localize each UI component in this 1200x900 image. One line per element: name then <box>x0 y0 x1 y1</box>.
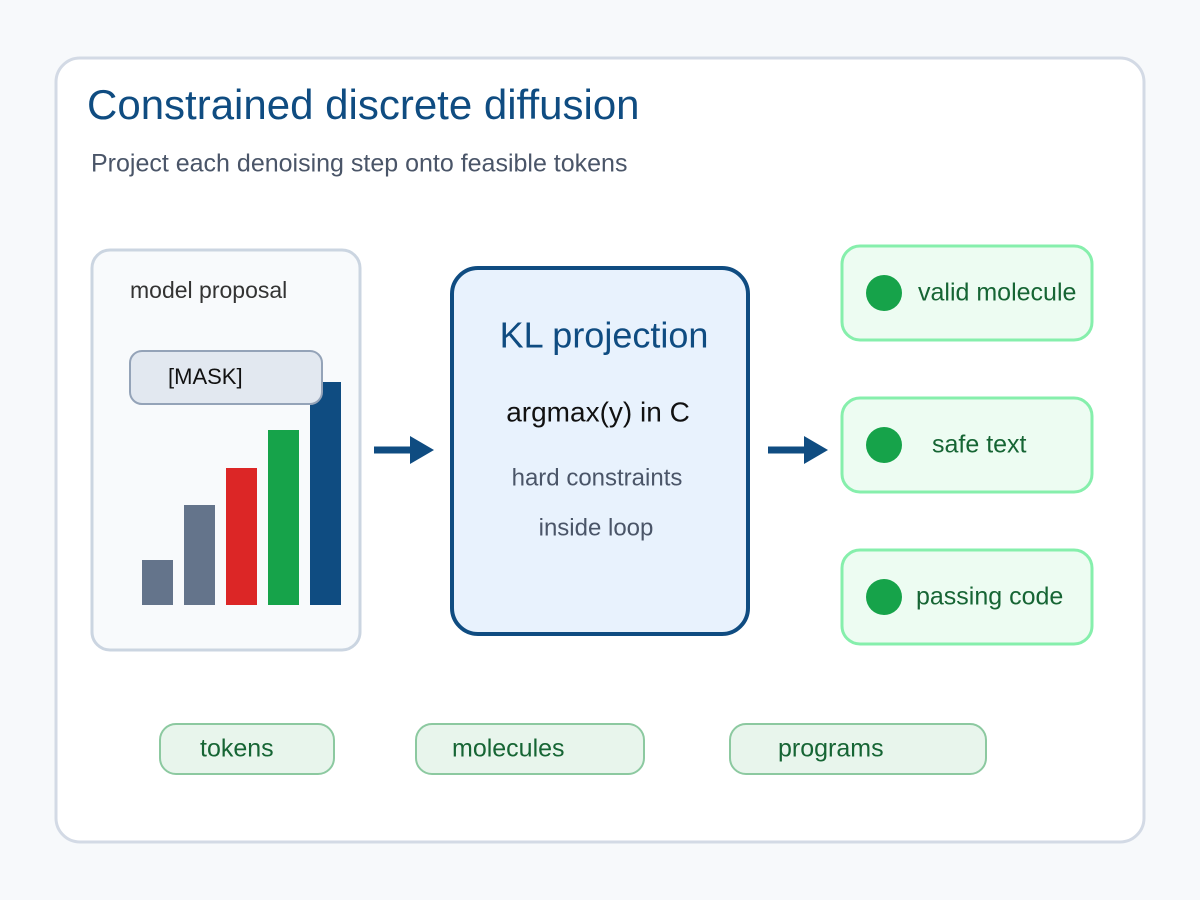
bar <box>142 560 173 605</box>
arrow <box>374 436 434 464</box>
mask-token <box>129 350 323 405</box>
projection-box <box>450 266 750 636</box>
projection-note: hard constraints <box>512 464 683 491</box>
output-dot <box>866 427 902 463</box>
output-label: safe text <box>932 431 1027 459</box>
bar <box>310 382 341 605</box>
bar <box>226 468 257 605</box>
domain-pill <box>159 723 335 775</box>
proposal-label: model proposal <box>130 277 287 303</box>
domain-label: programs <box>778 735 884 763</box>
output-box <box>840 548 1094 646</box>
output-dot <box>866 275 902 311</box>
projection-formula: argmax(y) in C <box>506 396 690 427</box>
output-box <box>840 396 1094 494</box>
domain-pill <box>729 723 987 775</box>
arrow <box>768 436 828 464</box>
domain-pill <box>415 723 645 775</box>
projection-note: inside loop <box>539 514 654 541</box>
generated: valid molecule safe text passing code token… <box>159 244 1094 775</box>
title: Constrained discrete diffusion <box>87 81 640 128</box>
subtitle: Project each denoising step onto feasibl… <box>91 150 627 178</box>
domain-label: molecules <box>452 735 565 763</box>
bar <box>268 430 299 605</box>
bar <box>184 505 215 605</box>
output-box <box>840 244 1094 342</box>
projection-title: KL projection <box>500 315 709 356</box>
output-label: valid molecule <box>918 279 1076 307</box>
output-label: passing code <box>916 583 1063 611</box>
domain-label: tokens <box>200 735 274 763</box>
output-dot <box>866 579 902 615</box>
mask-label: [MASK] <box>168 364 243 389</box>
